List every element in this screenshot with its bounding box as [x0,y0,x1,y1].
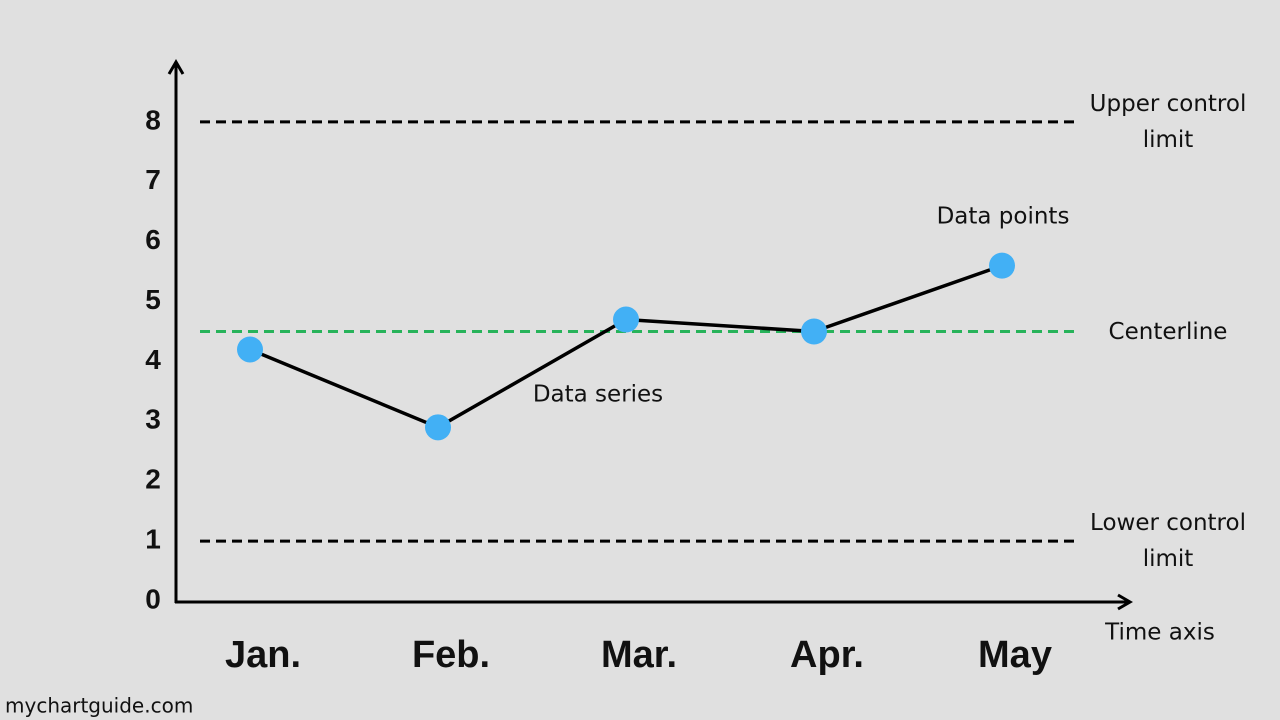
data-point [237,336,263,363]
x-axis-arrow [1117,593,1133,611]
x-tick-label: May [978,634,1052,676]
annotation: Data points [937,204,1070,230]
x-tick-label: Mar. [601,634,677,676]
control-line-label: Centerline [1108,318,1228,345]
y-tick-label: 8 [145,104,161,135]
y-tick-label: 0 [145,583,161,614]
y-tick-label: 3 [145,404,161,435]
y-tick-label: 5 [145,284,161,315]
annotation: Data series [533,382,663,408]
x-tick-label: Jan. [225,634,301,676]
y-tick-label: 4 [145,344,161,375]
data-point [425,414,451,441]
control-line-label: Lower control limit [1090,510,1246,573]
control-line-label: Upper control limit [1089,90,1247,153]
data-point [613,306,639,333]
data-point [989,252,1015,279]
data-point [801,318,827,345]
y-tick-label: 6 [145,224,161,255]
x-axis-label: Time axis [1104,620,1215,646]
y-axis-arrow [167,59,185,75]
y-tick-label: 2 [145,464,161,495]
y-tick-label: 7 [145,164,161,195]
x-tick-label: Feb. [412,634,490,676]
x-tick-label: Apr. [790,634,864,676]
source: mychartguide.com [5,694,193,718]
y-tick-label: 1 [145,524,161,555]
